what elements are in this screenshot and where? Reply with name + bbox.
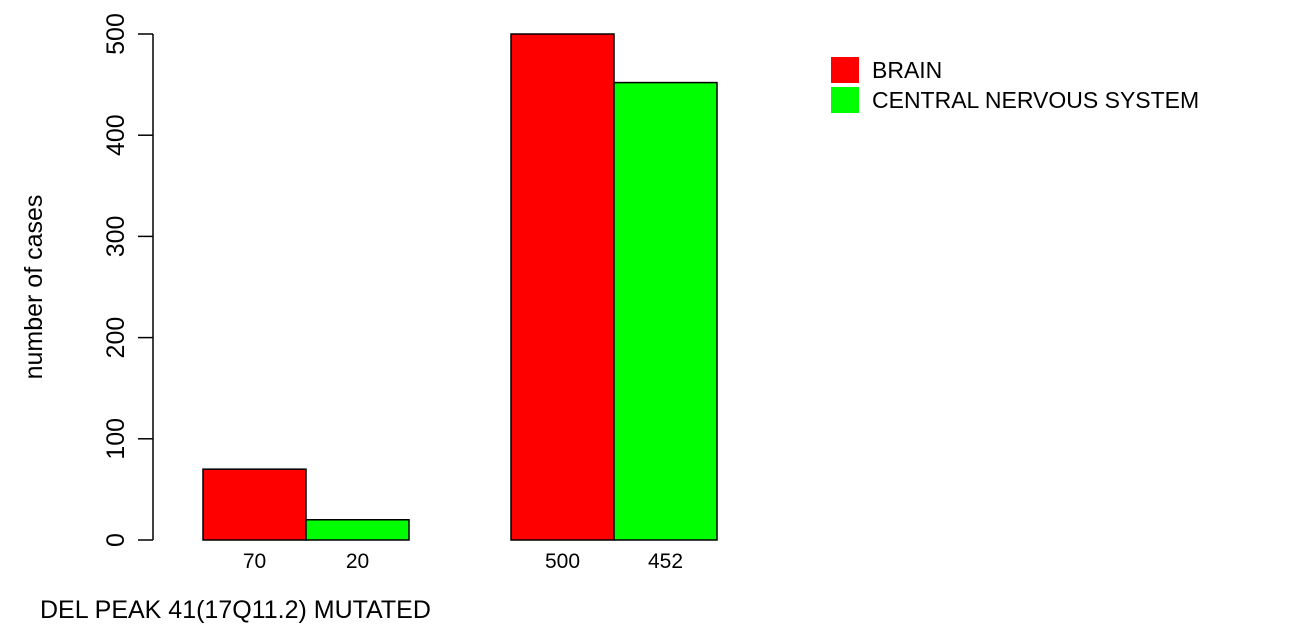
bar <box>305 519 410 541</box>
y-tick-label: 100 <box>102 418 130 460</box>
legend: BRAIN CENTRAL NERVOUS SYSTEM <box>831 57 1199 113</box>
y-tick-label: 400 <box>102 114 130 156</box>
y-tick-label: 200 <box>102 317 130 359</box>
bar-value-label: 452 <box>648 550 683 573</box>
y-tick-label: 300 <box>102 216 130 258</box>
bar-value-label: 20 <box>346 550 369 573</box>
bar-value-label: 70 <box>243 550 266 573</box>
legend-swatch <box>831 57 859 83</box>
bar-value-label: 500 <box>545 550 580 573</box>
y-tick-label: 500 <box>102 13 130 55</box>
legend-swatch <box>831 87 859 113</box>
bar <box>202 468 307 541</box>
legend-label: BRAIN <box>872 57 942 83</box>
x-axis-title: DEL PEAK 41(17Q11.2) MUTATED <box>40 596 431 624</box>
bars <box>202 33 718 541</box>
y-tick-label: 0 <box>102 533 130 547</box>
y-axis-title: number of cases <box>20 195 48 380</box>
legend-label: CENTRAL NERVOUS SYSTEM <box>872 87 1199 113</box>
y-axis: 0 100 200 300 400 500 <box>102 13 154 547</box>
bar <box>613 81 718 541</box>
bar <box>510 33 615 541</box>
bar-value-labels: 70 20 500 452 <box>243 550 683 573</box>
